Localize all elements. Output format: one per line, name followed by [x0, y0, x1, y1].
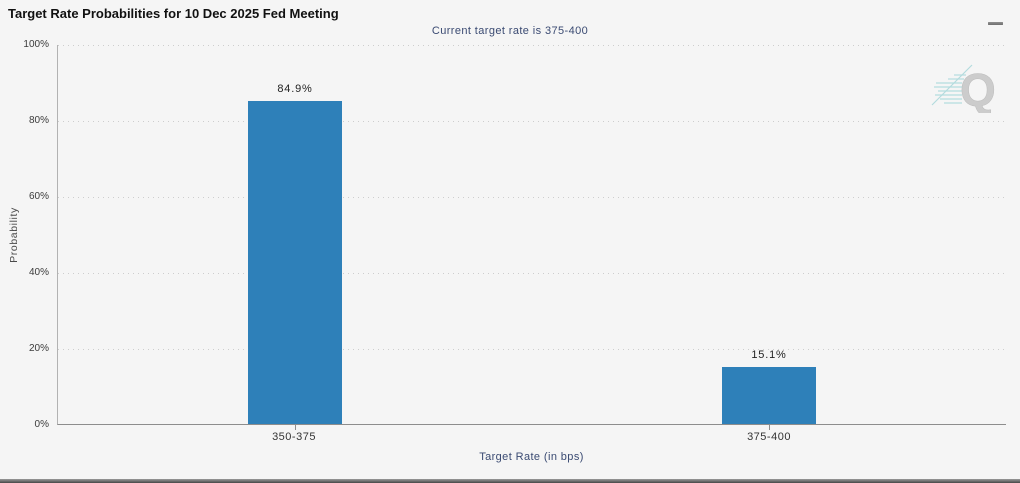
chart-subtitle: Current target rate is 375-400	[431, 25, 589, 37]
gridline	[58, 197, 1006, 198]
y-tick-label: 0%	[34, 419, 49, 430]
bar-value-label: 15.1%	[751, 348, 787, 361]
y-tick-label: 20%	[28, 343, 49, 354]
bottom-border	[0, 479, 1020, 483]
bar-350-375[interactable]	[248, 101, 342, 424]
x-tick-label: 350-375	[272, 431, 316, 443]
gridline	[58, 121, 1006, 122]
chart-menu-button[interactable]	[988, 7, 1008, 25]
bar-value-label: 84.9%	[277, 83, 313, 96]
gridline	[58, 45, 1006, 46]
y-tick-label: 60%	[28, 191, 49, 202]
y-tick-label: 40%	[28, 267, 49, 278]
gridline	[58, 349, 1006, 350]
x-tick-label: 375-400	[747, 431, 791, 443]
chart-title: Target Rate Probabilities for 10 Dec 202…	[8, 6, 339, 21]
gridline	[58, 273, 1006, 274]
x-tick-mark	[295, 425, 296, 430]
y-tick-label: 100%	[23, 39, 49, 50]
y-tick-label: 80%	[28, 115, 49, 126]
x-tick-mark	[769, 425, 770, 430]
x-axis-title: Target Rate (in bps)	[479, 451, 584, 463]
y-axis-title: Probability	[8, 207, 20, 263]
q-logo-letter: Q	[960, 64, 996, 113]
y-axis: 100% 80% 60% 40% 20% 0%	[0, 39, 53, 430]
quikstrike-watermark-icon: Q	[931, 64, 996, 113]
plot-area: Q 84.9% 15.1%	[57, 45, 1006, 430]
bar-375-400[interactable]	[722, 366, 816, 424]
